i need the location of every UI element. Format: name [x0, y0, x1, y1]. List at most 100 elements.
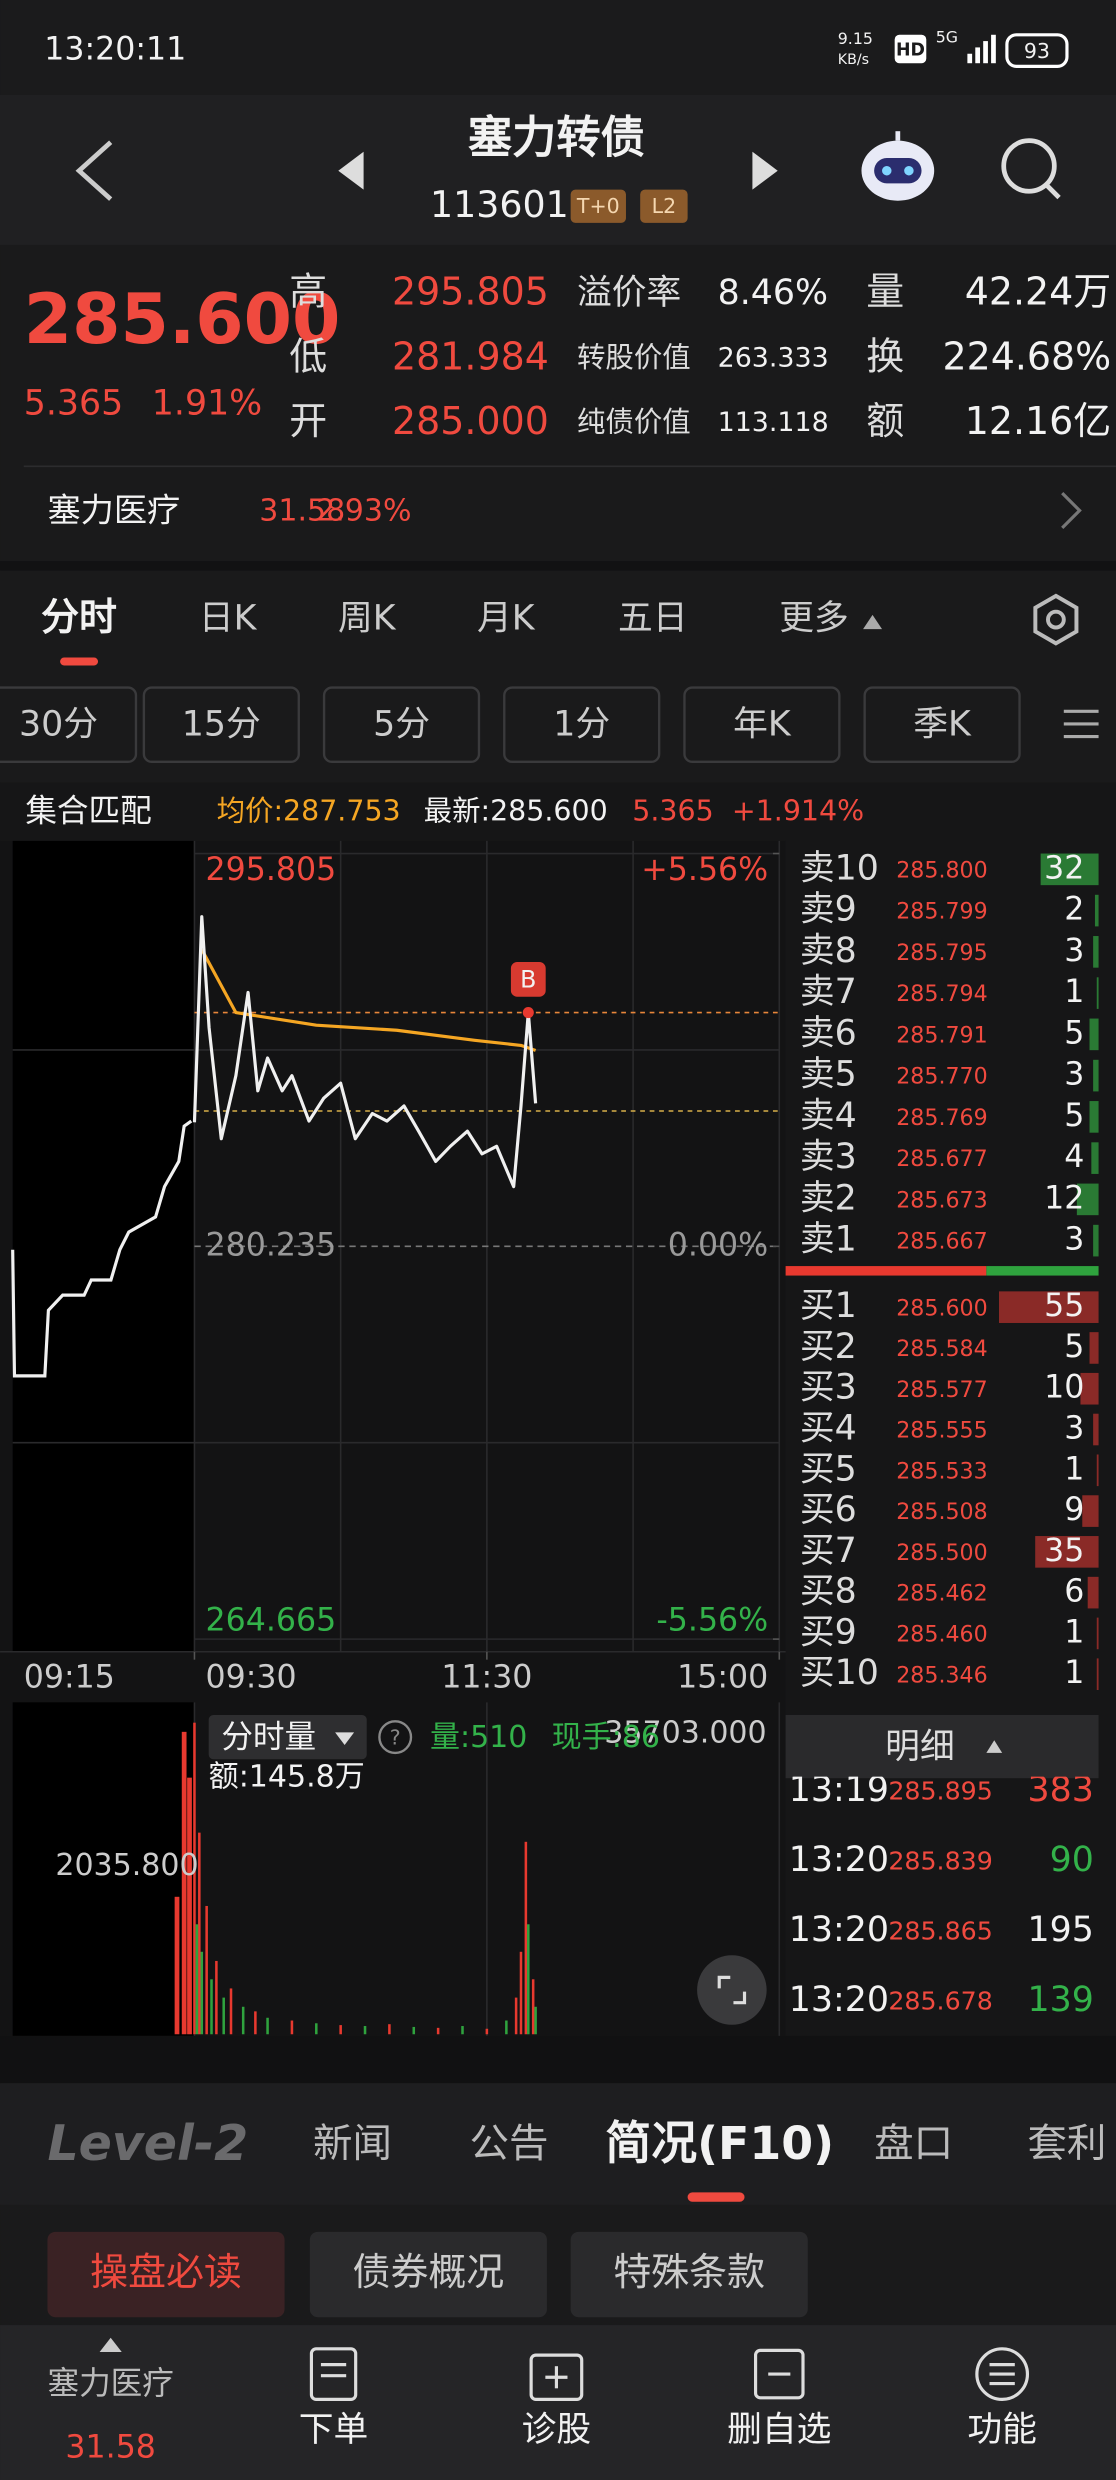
period-button[interactable] [863, 686, 1021, 764]
dropdown-arrow [335, 1732, 355, 1746]
search-button[interactable] [1001, 138, 1061, 200]
period-button[interactable] [0, 686, 138, 764]
chart-tab[interactable]: 更多 [779, 599, 849, 639]
signal-type: 5G [936, 27, 958, 46]
volume-bar [200, 1951, 204, 2035]
volume-bar [229, 1988, 233, 2035]
nav-bar [0, 2325, 1116, 2480]
book-level: 卖6 [800, 1013, 857, 1053]
volume-bar [266, 2017, 269, 2035]
qty-bar [1091, 1142, 1099, 1174]
trade-marker [510, 962, 546, 997]
book-price: 285.799 [896, 899, 987, 925]
bottom-tab[interactable]: 公告 [469, 2121, 548, 2167]
nav-item[interactable]: 诊股 [522, 2410, 592, 2450]
book-qty: 32 [1044, 850, 1084, 886]
sub-button[interactable] [309, 2231, 547, 2318]
volume-bar [363, 2026, 367, 2035]
active-tab-indicator [60, 657, 99, 666]
period-label: 年K [733, 705, 792, 745]
trade-qty: 90 [1050, 1840, 1094, 1880]
period-button[interactable] [683, 686, 841, 764]
book-level: 买1 [800, 1286, 857, 1326]
stat-label: 开 [289, 399, 327, 443]
volume-selector[interactable] [208, 1714, 367, 1760]
settings-button[interactable] [1033, 593, 1079, 646]
period-button[interactable] [503, 686, 661, 764]
qty-bar [1089, 1332, 1099, 1364]
qty-bar [1040, 853, 1099, 886]
volume-bar [505, 2020, 508, 2035]
sub-button[interactable] [47, 2231, 285, 2318]
match-mode: 集合匹配 [25, 793, 151, 829]
menu-icon[interactable] [1063, 709, 1099, 739]
bottom-tab[interactable]: 套利 [1027, 2121, 1106, 2167]
book-level: 买7 [800, 1531, 857, 1571]
chart-tab[interactable]: 日K [199, 599, 258, 639]
volume-now: 量:510 [430, 1720, 527, 1755]
assistant-button[interactable] [861, 131, 935, 201]
x-tick-label: 15:00 [677, 1660, 768, 1696]
sub-button[interactable] [570, 2231, 808, 2318]
underlying-link[interactable] [1061, 492, 1082, 530]
book-level: 卖4 [800, 1096, 857, 1136]
qty-bar [1096, 1454, 1099, 1487]
bottom-tab[interactable]: 盘口 [874, 2121, 953, 2167]
next-button[interactable] [752, 151, 778, 190]
volume-amount: 额:145.8万 [209, 1760, 365, 1795]
book-qty: 6 [1064, 1574, 1084, 1610]
bottom-tab[interactable]: 新闻 [313, 2121, 392, 2167]
trade-marker-dot [522, 1007, 534, 1019]
qty-bar [1096, 1617, 1099, 1650]
expand-button[interactable] [697, 1955, 767, 2025]
book-divider-ask [785, 1266, 987, 1276]
book-qty: 9 [1064, 1492, 1084, 1528]
price-line [192, 915, 538, 1189]
help-icon[interactable]: ? [378, 1720, 413, 1755]
trade-price: 285.678 [888, 1986, 992, 2015]
bottom-tab[interactable]: 简况(F10) [605, 2116, 834, 2170]
book-price: 285.677 [896, 1146, 987, 1172]
bottom-tab[interactable]: Level-2 [47, 2115, 248, 2172]
qty-bar [1093, 1413, 1099, 1446]
nav-icons [309, 2347, 1030, 2401]
nav-item[interactable]: 删自选 [727, 2410, 831, 2450]
info-change: 5.365 [632, 794, 713, 827]
back-button[interactable] [75, 140, 113, 201]
stat-label: 低 [289, 334, 327, 378]
trades-header [785, 1714, 1099, 1779]
price-change: 5.365 [24, 384, 124, 424]
stat-value: 285.000 [392, 399, 549, 443]
volume-bar [254, 2011, 257, 2035]
stat-label: 转股价值 [577, 341, 691, 374]
bottom-tab-bar [0, 2083, 1116, 2205]
auction-pane [12, 840, 195, 1652]
chart-tab[interactable]: 周K [338, 599, 397, 639]
nav-item[interactable]: 功能 [967, 2410, 1037, 2450]
book-level: 卖1 [800, 1220, 857, 1260]
stat-value: 42.24万 [965, 269, 1112, 313]
book-qty: 3 [1064, 933, 1084, 969]
y2-tick-label: +5.56% [641, 852, 768, 888]
book-price: 285.460 [896, 1621, 987, 1647]
underlying-price: 31.58 [259, 494, 345, 529]
book-qty: 5 [1064, 1098, 1084, 1134]
nav-item[interactable]: 下单 [299, 2410, 369, 2450]
book-price: 285.794 [896, 981, 987, 1007]
qty-bar [1093, 936, 1099, 968]
period-button[interactable] [322, 686, 481, 764]
divider [0, 561, 1116, 571]
y-tick-label: 295.805 [206, 852, 337, 888]
book-level: 卖8 [800, 931, 857, 971]
clock: 13:20:11 [44, 32, 186, 68]
period-button[interactable] [142, 686, 300, 764]
trade-time: 13:20 [789, 1840, 889, 1880]
prev-button[interactable] [338, 151, 364, 190]
chart-tab[interactable]: 月K [477, 599, 536, 639]
chart-tab[interactable]: 五日 [618, 599, 688, 639]
spacer [0, 2035, 1116, 2084]
trade-price: 285.895 [888, 1776, 992, 1805]
book-level: 买2 [800, 1327, 857, 1367]
period-label: 15分 [182, 705, 261, 745]
chart-tab[interactable]: 分时 [41, 595, 117, 639]
